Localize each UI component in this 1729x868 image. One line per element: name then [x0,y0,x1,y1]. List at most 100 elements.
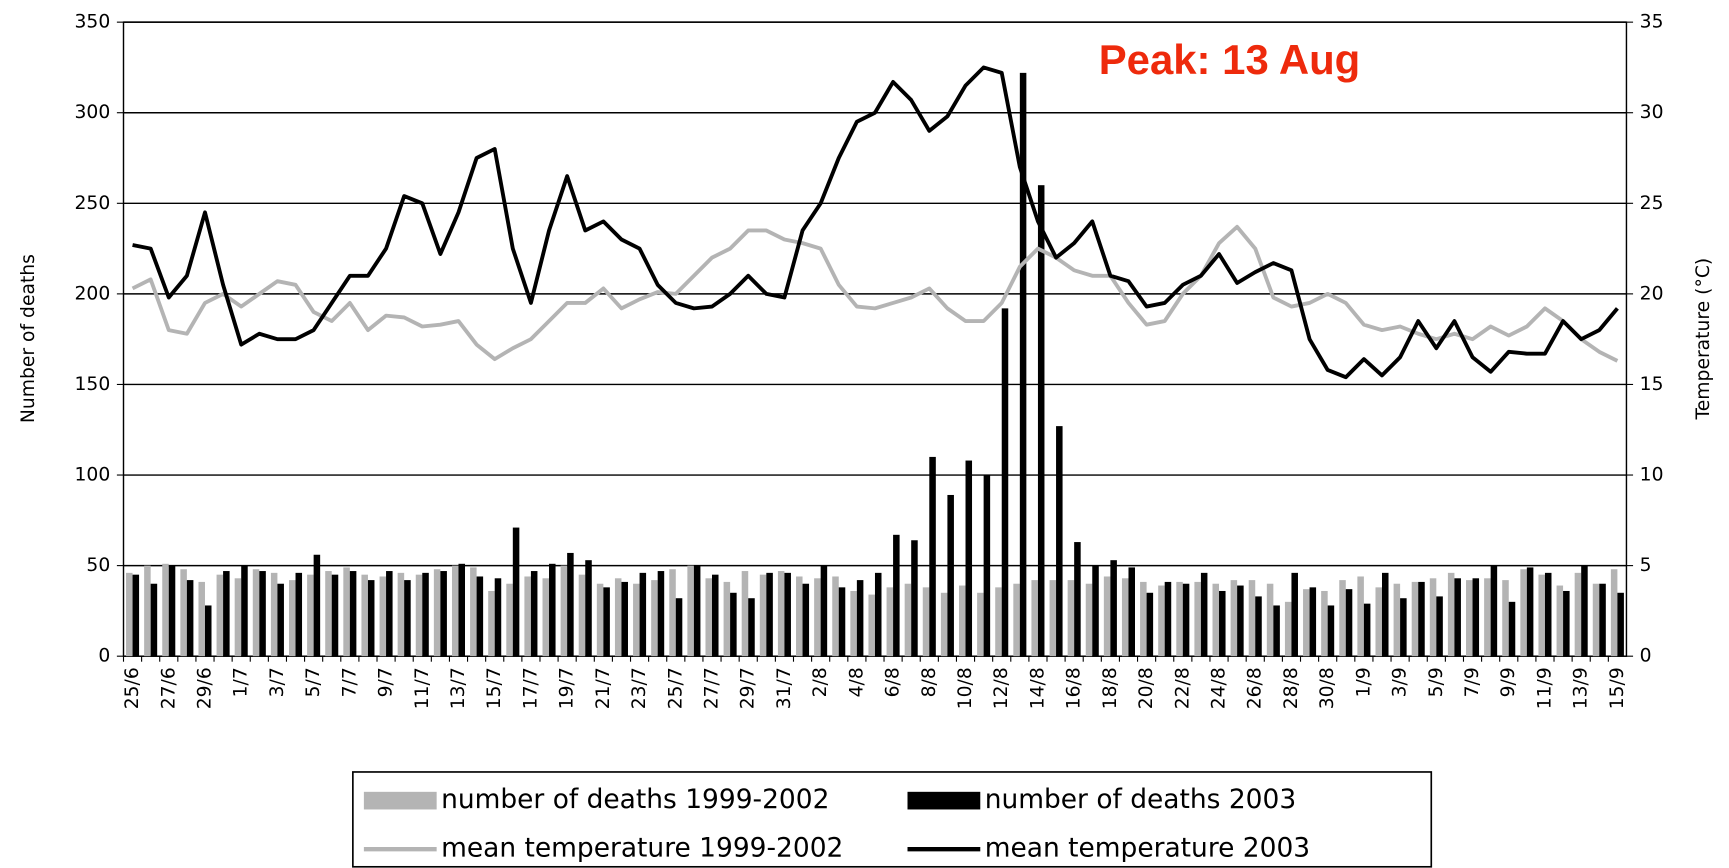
bar [657,571,665,657]
bar [802,583,810,657]
bar [633,583,640,657]
bar [1563,590,1570,657]
legend-label: mean temperature 1999-2002 [441,833,843,864]
bar [977,592,984,657]
y-tick-label: 100 [75,465,111,486]
bar [289,580,296,657]
bar [995,587,1002,657]
bar [1219,590,1226,657]
bar [1526,567,1534,657]
bar [379,576,387,657]
y2-tick-label: 30 [1640,102,1664,123]
bar [1375,587,1382,657]
y-tick-label: 300 [75,102,111,123]
x-tick-label: 5/7 [303,667,324,697]
bar [223,571,230,657]
bar [560,565,568,657]
line [132,65,1619,380]
x-tick-label: 11/7 [412,667,433,709]
y2-axis-label: Temperature (°C) [1693,258,1714,421]
legend-swatch [907,791,981,810]
bar [168,565,176,657]
bar [1400,598,1407,657]
bar [1544,572,1552,657]
bar [814,578,821,657]
x-tick-label: 4/8 [846,667,867,697]
bar [904,583,912,657]
bar [784,572,791,657]
bar [144,565,151,657]
y-axis-label: Number of deaths [18,254,39,423]
bar [1484,578,1491,657]
bar [1128,567,1136,657]
x-tick-label: 13/9 [1571,667,1592,709]
bar [1164,581,1172,657]
bar [1146,592,1154,657]
bar [1592,583,1600,657]
bar [204,605,212,657]
bar [741,571,749,657]
bar [313,554,321,657]
bar [585,560,592,657]
bar [506,583,513,657]
x-tick-label: 8/8 [919,667,940,697]
bar [126,572,133,657]
y-tick-label: 350 [75,12,111,33]
bar [1502,580,1509,657]
bar [651,580,658,657]
x-tick-label: 7/7 [339,667,360,697]
bar [549,563,556,657]
bar [542,578,550,657]
legend-label: number of deaths 1999-2002 [441,784,829,815]
legend-box [352,771,1433,868]
x-tick-label: 22/8 [1172,667,1193,709]
bar [712,574,719,657]
bar [530,571,538,657]
x-tick-label: 29/6 [194,667,215,709]
bar [1092,565,1099,657]
y2-tick-label: 0 [1640,646,1652,667]
bar [983,475,991,657]
bar [241,565,248,657]
bar [404,580,411,657]
bar [929,456,936,657]
bar [494,578,502,657]
y-tick-label: 50 [86,555,110,576]
bar [705,578,713,657]
y-tick-label: 200 [75,283,111,304]
bar [1617,592,1624,657]
x-tick-label: 29/7 [738,667,759,709]
x-tick-label: 30/8 [1317,667,1338,709]
bar [252,569,260,657]
bar [132,574,140,657]
bar [1381,572,1389,657]
legend-label: mean temperature 2003 [985,833,1310,864]
y-tick-label: 150 [75,374,111,395]
bar [397,572,405,657]
bar [1574,572,1582,657]
x-tick-label: 25/7 [665,667,686,709]
y2-tick-label: 15 [1640,374,1664,395]
bar [1074,542,1081,657]
bar [1327,605,1335,657]
bar [1273,605,1280,657]
bar [596,583,604,657]
x-tick-label: 12/8 [991,667,1012,709]
bar [470,567,477,657]
bar [838,587,846,657]
bar [1556,585,1564,657]
bar [614,578,622,657]
plot-frame [122,21,1628,657]
x-tick-label: 13/7 [448,667,469,709]
bar [1031,580,1038,657]
bar [361,574,368,657]
bar [874,572,882,657]
x-tick-label: 10/8 [955,667,976,709]
bar [1176,581,1183,657]
x-tick-label: 27/6 [158,667,179,709]
bar [1121,578,1129,657]
x-tick-label: 19/7 [557,667,578,709]
bar [1466,580,1473,657]
bar [180,569,187,657]
bar [1538,574,1545,657]
